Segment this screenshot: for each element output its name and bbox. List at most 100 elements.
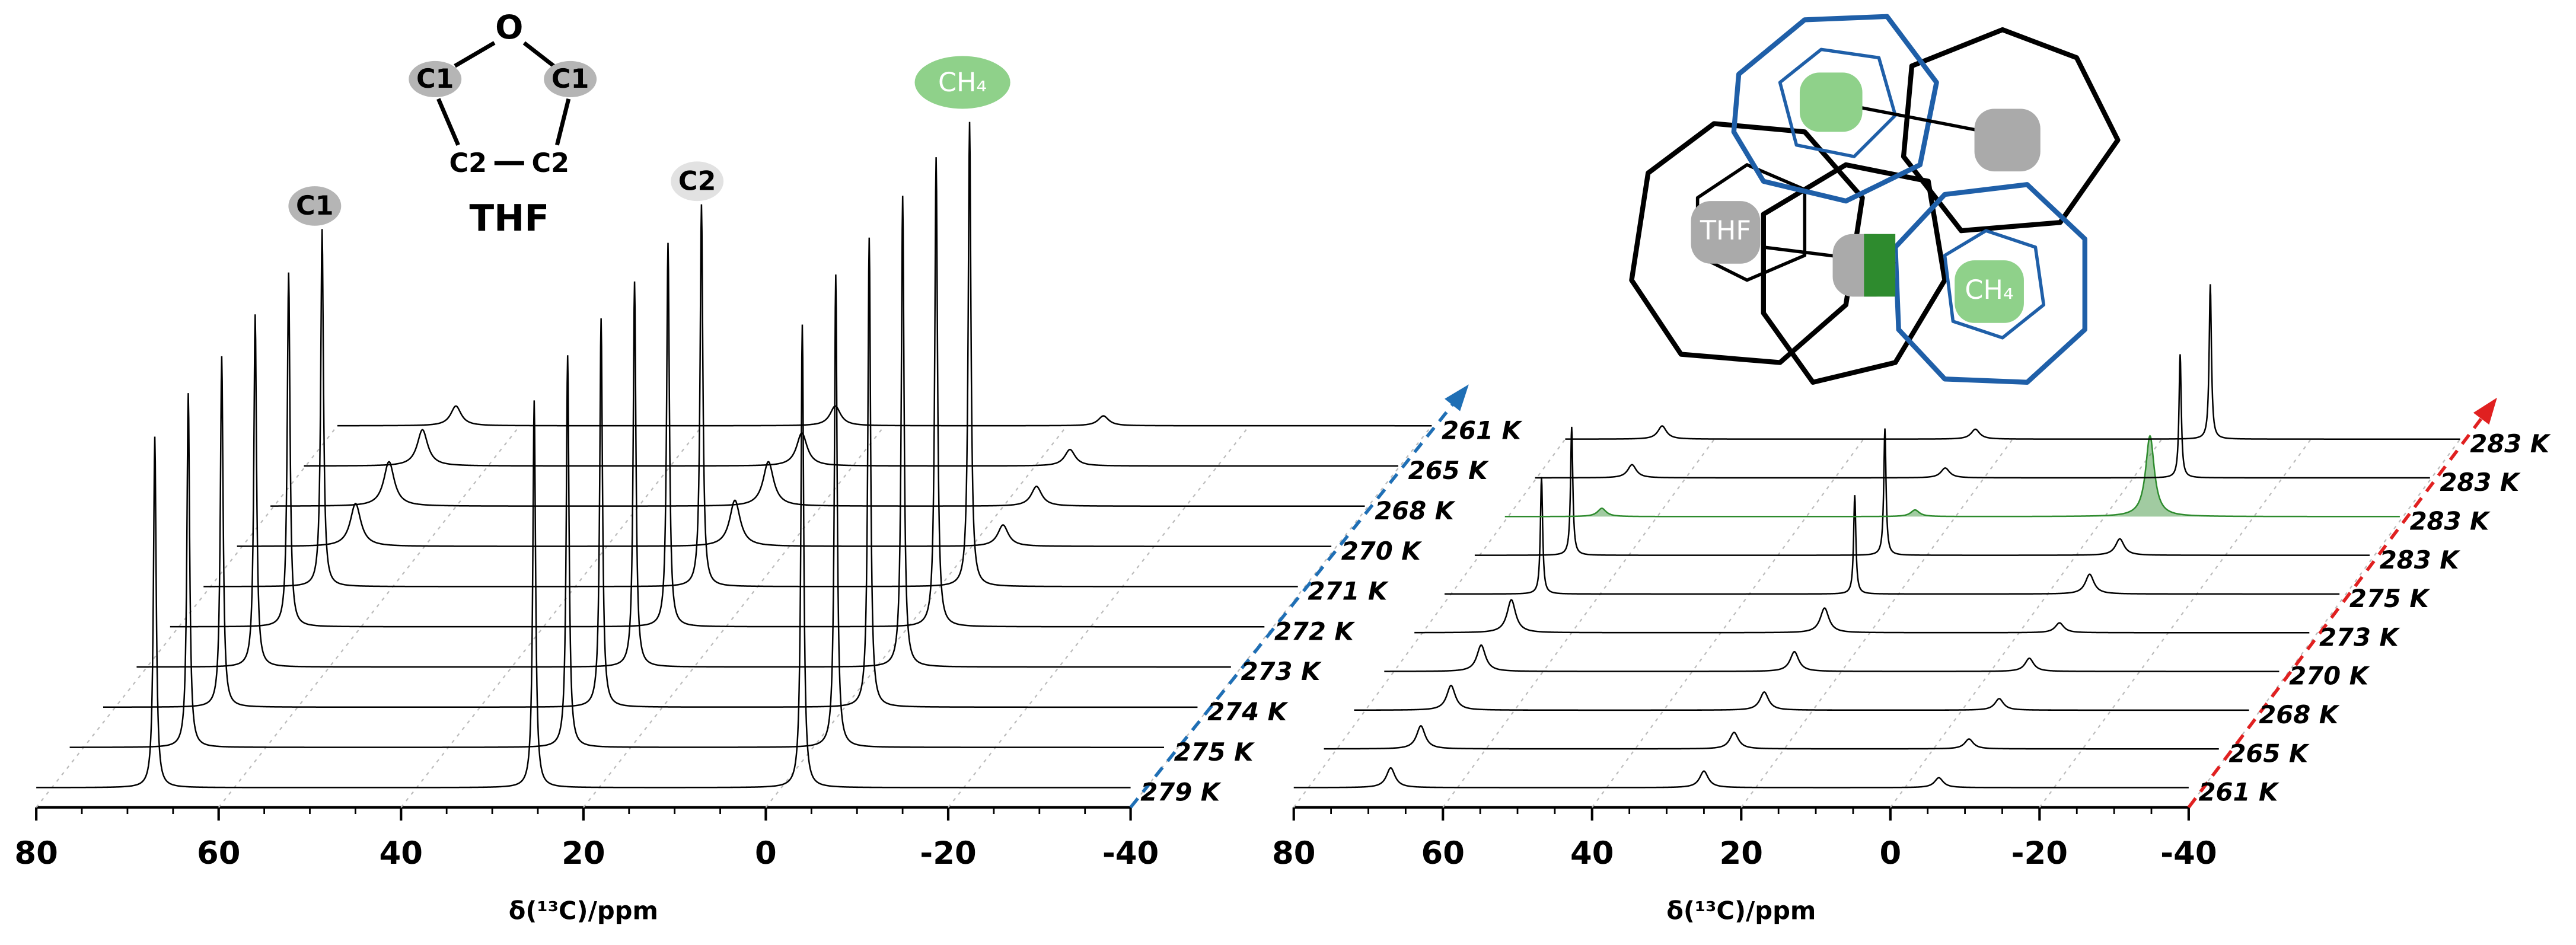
series-label: 261 K — [2199, 778, 2279, 807]
series-label: 283 K — [2440, 468, 2520, 497]
series-label: 265 K — [1408, 456, 1489, 485]
guest — [1864, 234, 1896, 297]
x-axis-label: δ(¹³C)/ppm — [1666, 896, 1816, 925]
floor-line — [948, 425, 1250, 808]
arrow-head — [2473, 397, 2497, 425]
guest-label: CH₄ — [1965, 275, 2013, 305]
spectrum — [136, 196, 1231, 668]
spectrum — [1474, 426, 2370, 556]
spectrum — [1384, 644, 2279, 672]
spectrum — [1535, 354, 2430, 479]
series-label: 268 K — [2259, 700, 2339, 729]
spectrum — [1565, 284, 2460, 440]
bond — [522, 41, 555, 68]
floor-line — [1442, 439, 1715, 808]
series-label: 283 K — [2410, 506, 2491, 535]
guest-label: THF — [1700, 216, 1751, 246]
atom-bg — [409, 60, 462, 98]
spectrum — [69, 274, 1164, 748]
bond — [555, 98, 571, 146]
spectrum — [1414, 599, 2310, 634]
atom: C1 — [416, 64, 454, 94]
x-tick-label: 40 — [380, 835, 423, 871]
bond — [436, 98, 460, 146]
floor-line — [1889, 439, 2163, 808]
spectrum — [203, 122, 1298, 588]
peak-label: C2 — [678, 167, 716, 197]
series-label: 268 K — [1375, 496, 1455, 525]
series-label: 274 K — [1207, 697, 1288, 726]
floor-line — [1591, 439, 1864, 808]
cage — [1892, 182, 2087, 385]
x-tick-label: -20 — [2011, 835, 2068, 871]
cage — [1761, 162, 1947, 385]
cage — [1629, 121, 1865, 365]
spectrum — [1324, 725, 2219, 750]
cage — [1943, 229, 2046, 340]
spectrum — [1354, 684, 2249, 711]
x-tick-label: 40 — [1570, 835, 1614, 871]
series-label: 273 K — [1241, 657, 1322, 686]
x-tick-label: 0 — [1879, 835, 1901, 871]
x-tick-label: 20 — [1720, 835, 1763, 871]
label-bg — [914, 56, 1010, 109]
spectrum — [304, 429, 1398, 467]
peak-label: C1 — [296, 191, 334, 221]
thf-molecule: O C1 C1 C2 C2 THF — [409, 8, 597, 240]
spectrum — [170, 157, 1265, 628]
x-tick-label: -40 — [2160, 835, 2217, 871]
series-label: 271 K — [1308, 577, 1388, 606]
depth-arrow — [2187, 401, 2495, 809]
floor-line — [582, 425, 885, 808]
spectrum — [1445, 477, 2340, 595]
floor-line — [1293, 439, 1566, 808]
peak-fill — [1504, 436, 2400, 517]
spectrum — [270, 461, 1365, 507]
series-label: 270 K — [1341, 537, 1422, 566]
floor-line — [1740, 439, 2013, 808]
x-tick-label: 60 — [1421, 835, 1465, 871]
spectrum — [103, 237, 1198, 708]
guest — [1799, 72, 1863, 132]
x-tick-label: 80 — [1272, 835, 1315, 871]
floor-line — [218, 425, 521, 808]
x-tick-label: 0 — [755, 835, 777, 871]
floor-line — [400, 425, 703, 808]
series-label: 283 K — [2380, 545, 2460, 574]
floor-line — [2188, 439, 2461, 808]
series-label: 270 K — [2289, 662, 2370, 691]
x-tick-label: -20 — [920, 835, 976, 871]
bond — [454, 41, 496, 68]
floor-line — [2039, 439, 2312, 808]
atom: O — [495, 8, 523, 47]
x-tick-label: 80 — [14, 835, 58, 871]
spectrum — [1293, 767, 2189, 788]
label-bg — [671, 161, 724, 202]
atom-bg — [544, 60, 597, 98]
floor-line — [765, 425, 1068, 808]
series-label: 261 K — [1442, 416, 1522, 445]
series-label: 283 K — [2470, 429, 2551, 458]
series-label: 275 K — [2349, 584, 2430, 613]
guest — [1691, 201, 1761, 264]
spectrum — [1504, 435, 2400, 518]
floor-line — [1130, 425, 1433, 808]
spectrum — [337, 405, 1432, 427]
x-tick-label: 60 — [197, 835, 240, 871]
atom: C1 — [551, 64, 589, 94]
x-axis-label: δ(¹³C)/ppm — [509, 896, 658, 925]
label-bg — [288, 186, 342, 226]
series-label: 265 K — [2229, 739, 2309, 768]
atom: C2 — [449, 148, 487, 178]
peak-label: CH₄ — [938, 68, 987, 98]
series-label: 273 K — [2319, 622, 2400, 652]
cage — [1731, 14, 1939, 204]
atom: C2 — [531, 148, 569, 178]
x-tick-label: 20 — [562, 835, 605, 871]
series-label: 272 K — [1274, 617, 1355, 646]
guest — [1974, 108, 2041, 172]
series-label: 279 K — [1140, 778, 1221, 807]
depth-arrow — [1129, 388, 1466, 809]
molecule-name: THF — [469, 197, 549, 240]
